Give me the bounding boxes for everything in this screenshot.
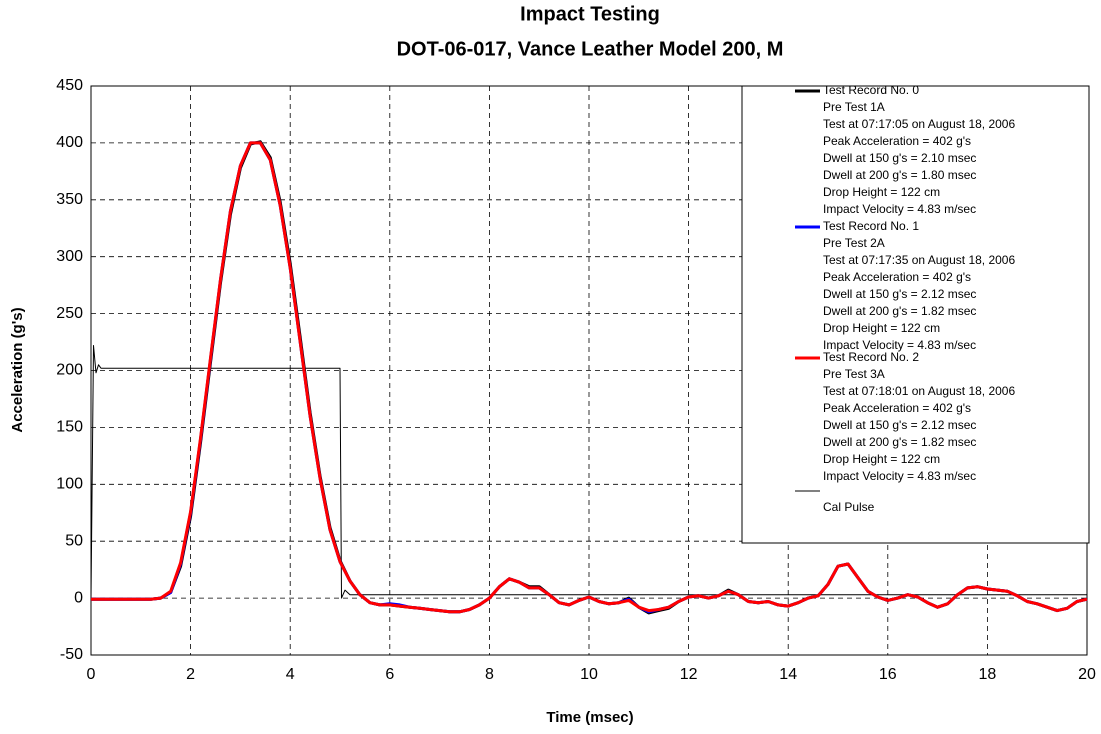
y-tick-label: 50 xyxy=(65,532,83,549)
y-axis-label: Acceleration (g's) xyxy=(9,307,26,432)
series-line xyxy=(90,345,1087,599)
x-tick-label: 4 xyxy=(286,666,295,683)
y-tick-label: 250 xyxy=(56,305,83,322)
legend-box xyxy=(741,85,1090,544)
y-tick-label: -50 xyxy=(60,646,83,663)
legend-detail: Test at 07:17:35 on August 18, 2006 xyxy=(823,253,1015,267)
legend-detail: Pre Test 1A xyxy=(823,100,885,114)
legend-detail: Dwell at 200 g's = 1.80 msec xyxy=(823,168,976,182)
y-tick-label: 100 xyxy=(56,476,83,493)
x-tick-label: 18 xyxy=(979,666,997,683)
legend-detail: Dwell at 150 g's = 2.12 msec xyxy=(823,287,976,301)
y-tick-label: 0 xyxy=(74,589,83,606)
x-tick-label: 10 xyxy=(580,666,598,683)
y-tick-label: 350 xyxy=(56,191,83,208)
legend-detail: Dwell at 150 g's = 2.10 msec xyxy=(823,151,976,165)
legend-detail: Peak Acceleration = 402 g's xyxy=(823,270,971,284)
legend-detail: Drop Height = 122 cm xyxy=(823,321,940,335)
y-tick-label: 300 xyxy=(56,248,83,265)
legend-detail: Peak Acceleration = 402 g's xyxy=(823,134,971,148)
legend-detail: Peak Acceleration = 402 g's xyxy=(823,401,971,415)
y-tick-label: 400 xyxy=(56,134,83,151)
legend-detail: Pre Test 2A xyxy=(823,236,885,250)
y-tick-label: 150 xyxy=(56,419,83,436)
legend-detail: Dwell at 200 g's = 1.82 msec xyxy=(823,435,976,449)
x-tick-label: 8 xyxy=(485,666,494,683)
x-tick-label: 16 xyxy=(879,666,897,683)
legend-detail: Impact Velocity = 4.83 m/sec xyxy=(823,469,976,483)
y-tick-label: 200 xyxy=(56,362,83,379)
chart-title: Impact Testing xyxy=(520,3,660,25)
legend-label: Test Record No. 1 xyxy=(823,219,919,233)
legend-label: Cal Pulse xyxy=(823,500,875,514)
legend-detail: Drop Height = 122 cm xyxy=(823,452,940,466)
series-line xyxy=(91,141,1088,614)
legend-detail: Test at 07:18:01 on August 18, 2006 xyxy=(823,384,1015,398)
x-tick-label: 14 xyxy=(779,666,797,683)
legend-detail: Test at 07:17:05 on August 18, 2006 xyxy=(823,117,1015,131)
y-tick-label: 450 xyxy=(56,77,83,94)
x-tick-label: 20 xyxy=(1078,666,1096,683)
x-tick-label: 0 xyxy=(87,666,96,683)
x-tick-label: 6 xyxy=(385,666,394,683)
x-tick-label: 2 xyxy=(186,666,195,683)
x-tick-label: 12 xyxy=(680,666,698,683)
chart-subtitle: DOT-06-017, Vance Leather Model 200, M xyxy=(397,38,784,60)
legend-detail: Impact Velocity = 4.83 m/sec xyxy=(823,338,976,352)
legend-label: Test Record No. 2 xyxy=(823,350,919,364)
legend-detail: Drop Height = 122 cm xyxy=(823,185,940,199)
legend-detail: Pre Test 3A xyxy=(823,367,885,381)
legend-label: Test Record No. 0 xyxy=(823,83,919,97)
legend-detail: Dwell at 150 g's = 2.12 msec xyxy=(823,418,976,432)
x-axis-label: Time (msec) xyxy=(546,709,633,726)
legend-detail: Impact Velocity = 4.83 m/sec xyxy=(823,202,976,216)
legend-detail: Dwell at 200 g's = 1.82 msec xyxy=(823,304,976,318)
